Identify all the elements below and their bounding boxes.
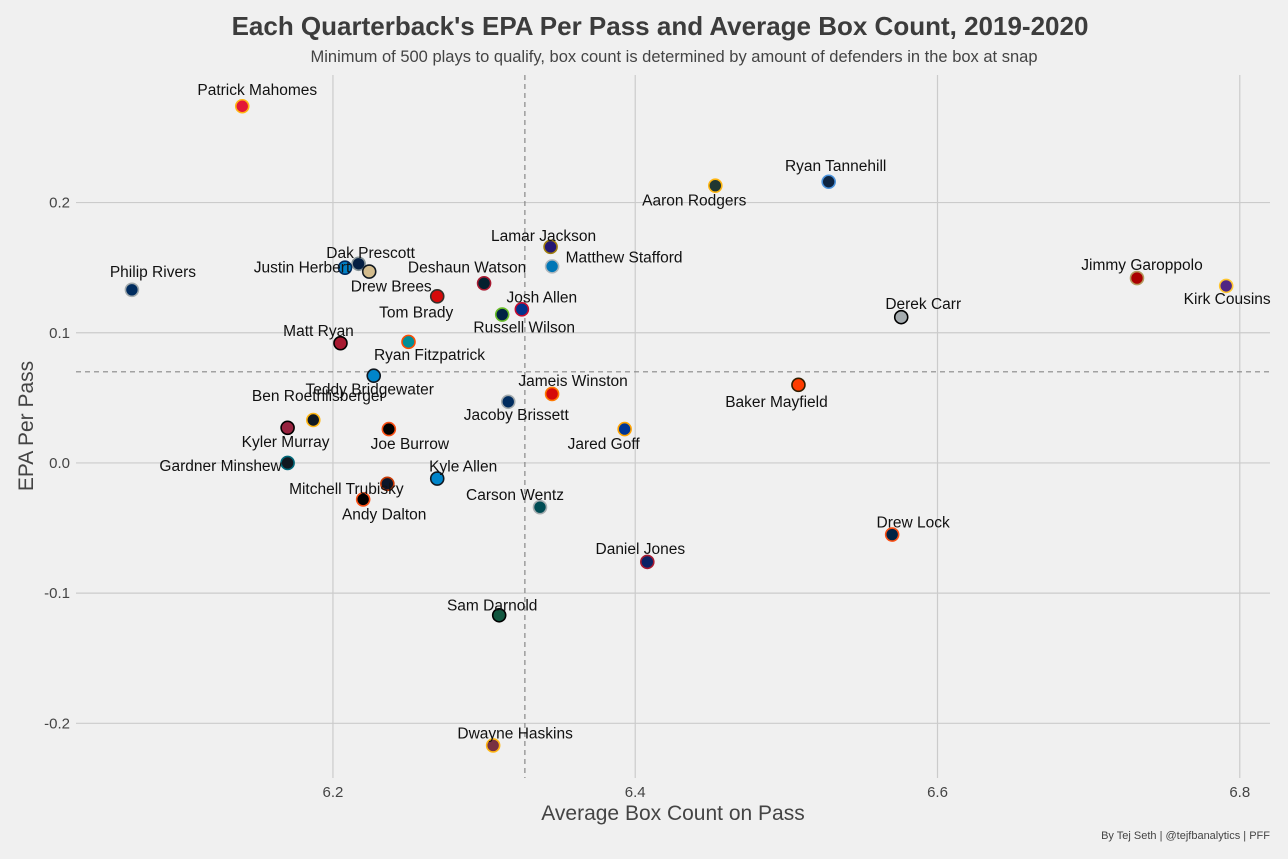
point-label: Deshaun Watson (408, 259, 526, 276)
data-point (429, 289, 445, 304)
data-point (401, 334, 416, 350)
point-label: Andy Dalton (342, 506, 426, 523)
point-label: Kirk Cousins (1184, 291, 1271, 308)
x-axis-label: Average Box Count on Pass (541, 802, 804, 825)
data-point (543, 239, 558, 255)
y-tick-label: 0.2 (49, 195, 70, 212)
data-point (485, 738, 501, 753)
chart-title: Each Quarterback's EPA Per Pass and Aver… (232, 11, 1089, 41)
point-label: Tom Brady (379, 304, 453, 321)
x-tick-label: 6.6 (927, 784, 948, 801)
data-point (305, 412, 321, 428)
y-tick-label: 0.0 (49, 455, 70, 472)
data-point (333, 335, 348, 351)
point-label: Daniel Jones (596, 541, 686, 558)
point-labels: Patrick Mahomes Ryan Tannehill Aaron Rodge… (110, 82, 1271, 742)
data-point (791, 377, 806, 393)
point-label: Ben Roethlisberger (252, 388, 385, 405)
data-point (280, 420, 295, 436)
y-tick-label: 0.1 (49, 325, 70, 342)
data-point (708, 178, 723, 193)
point-label: Dwayne Haskins (457, 725, 573, 742)
point-label: Jimmy Garoppolo (1081, 257, 1202, 274)
data-point (355, 492, 371, 507)
x-tick-label: 6.8 (1229, 784, 1250, 801)
point-label: Jacoby Brissett (464, 407, 570, 424)
point-label: Matt Ryan (283, 323, 354, 340)
point-label: Jameis Winston (518, 373, 627, 390)
point-label: Joe Burrow (371, 436, 450, 453)
data-points (124, 98, 1234, 753)
credit-text: By Tej Seth | @tejfbanalytics | PFF (1101, 830, 1270, 842)
y-tick-label: -0.1 (44, 585, 70, 602)
point-label: Lamar Jackson (491, 228, 596, 245)
point-label: Kyle Allen (429, 459, 497, 476)
data-point (500, 394, 516, 410)
point-label: Josh Allen (507, 289, 578, 306)
point-label: Mitchell Trubisky (289, 481, 404, 498)
point-label: Sam Darnold (447, 597, 537, 614)
data-point (617, 421, 632, 437)
data-point (544, 386, 560, 402)
data-point (337, 260, 353, 275)
point-label: Drew Lock (877, 515, 950, 532)
x-tick-label: 6.4 (625, 784, 646, 801)
point-label: Matthew Stafford (566, 249, 683, 266)
data-point (1218, 278, 1234, 294)
point-label: Patrick Mahomes (197, 82, 317, 99)
data-point (1129, 270, 1145, 286)
x-tick-label: 6.2 (323, 784, 344, 801)
point-label: Ryan Fitzpatrick (374, 347, 485, 364)
data-point (532, 499, 548, 515)
y-axis-label: EPA Per Pass (15, 361, 38, 491)
chart-subtitle: Minimum of 500 plays to qualify, box cou… (310, 48, 1037, 66)
point-label: Jared Goff (568, 436, 641, 453)
point-label: Aaron Rodgers (642, 193, 747, 210)
point-label: Ryan Tannehill (785, 158, 886, 175)
point-label: Dak Prescott (326, 245, 415, 262)
point-label: Russell Wilson (473, 320, 575, 337)
point-label: Justin Herbert (254, 260, 351, 277)
tick-labels: 6.2 6.4 6.6 6.8 0.2 0.1 0.0 -0.1 -0.2 (44, 195, 1250, 801)
point-label: Drew Brees (351, 279, 432, 296)
data-point (494, 307, 510, 322)
data-point (544, 259, 560, 274)
point-label: Baker Mayfield (725, 394, 828, 411)
point-label: Kyler Murray (242, 434, 330, 451)
data-point (361, 264, 377, 279)
point-label: Carson Wentz (466, 487, 564, 504)
reference-lines (76, 75, 1270, 778)
data-point (280, 455, 295, 471)
data-point (821, 174, 836, 190)
point-label: Gardner Minshew (159, 458, 282, 475)
data-point (640, 554, 655, 570)
data-point (366, 368, 382, 384)
data-point (124, 282, 140, 298)
data-point (491, 607, 507, 623)
data-point (893, 309, 909, 325)
data-point (476, 275, 492, 291)
point-label: Derek Carr (885, 296, 961, 313)
data-point (380, 476, 395, 492)
data-point (884, 527, 900, 542)
data-point (429, 471, 445, 486)
data-point (514, 302, 530, 317)
data-point (351, 256, 366, 272)
point-label: Teddy Bridgewater (306, 382, 434, 399)
point-label: Philip Rivers (110, 264, 196, 281)
grid-lines (76, 75, 1270, 778)
data-point (381, 421, 397, 437)
y-tick-label: -0.2 (44, 715, 70, 732)
data-point (234, 98, 250, 114)
